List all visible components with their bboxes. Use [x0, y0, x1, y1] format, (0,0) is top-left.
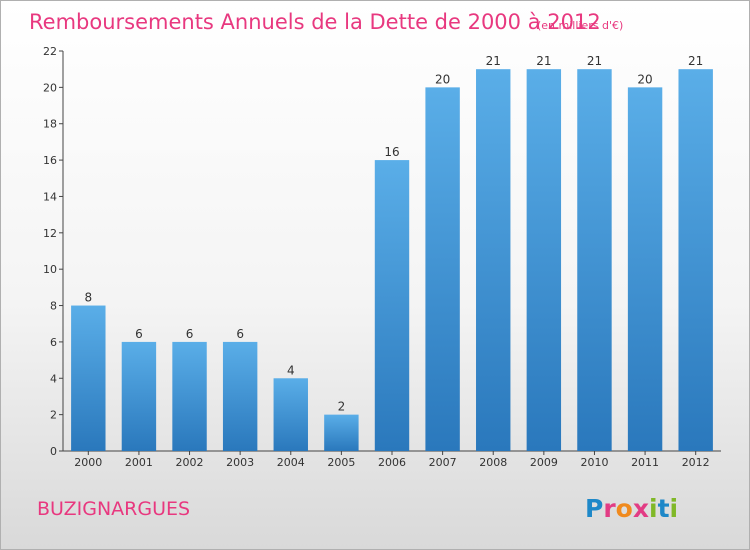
y-tick-label: 18 — [43, 118, 57, 131]
data-label-2002: 6 — [186, 327, 194, 341]
bar-2010 — [577, 69, 612, 451]
data-label-2006: 16 — [384, 145, 399, 159]
x-tick-label: 2001 — [125, 456, 153, 469]
chart-subtitle: (en milliers d'€) — [537, 19, 623, 32]
data-label-2009: 21 — [536, 54, 551, 68]
place-name: BUZIGNARGUES — [37, 498, 190, 520]
data-label-2008: 21 — [486, 54, 501, 68]
data-labels: 8 6 6 6 4 2 16 20 21 21 21 20 21 — [84, 54, 703, 413]
x-tick-label: 2007 — [429, 456, 457, 469]
bar-2005 — [324, 414, 359, 451]
logo-letter: o — [616, 494, 633, 523]
chart-title: Remboursements Annuels de la Dette de 20… — [29, 10, 601, 34]
y-tick-label: 12 — [43, 227, 57, 240]
y-axis: 0 2 4 6 8 10 12 14 16 18 20 22 — [43, 45, 64, 458]
bar-2009 — [526, 69, 562, 451]
y-tick-label: 2 — [50, 409, 57, 422]
bar-2008 — [476, 69, 511, 451]
x-axis: 2000 2001 2002 2003 2004 2005 2006 2007 2008 2009… — [63, 450, 721, 469]
y-tick-label: 14 — [43, 190, 57, 203]
bars — [71, 69, 713, 451]
data-label-2011: 20 — [637, 72, 652, 86]
data-label-2001: 6 — [135, 327, 143, 341]
y-tick-label: 22 — [43, 45, 57, 58]
x-tick-label: 2010 — [580, 456, 608, 469]
y-tick-label: 4 — [50, 372, 57, 385]
x-tick-label: 2003 — [226, 456, 254, 469]
y-tick-label: 0 — [50, 445, 57, 458]
data-label-2007: 20 — [435, 72, 450, 86]
bar-2003 — [222, 341, 258, 451]
logo-letter: r — [603, 494, 616, 523]
data-label-2004: 4 — [287, 363, 295, 377]
y-tick-label: 20 — [43, 81, 57, 94]
bar-2007 — [425, 87, 460, 451]
bar-2001 — [121, 341, 157, 451]
data-label-2003: 6 — [236, 327, 244, 341]
x-tick-label: 2004 — [277, 456, 305, 469]
x-tick-label: 2009 — [530, 456, 558, 469]
x-tick-label: 2012 — [682, 456, 710, 469]
data-label-2000: 8 — [84, 291, 92, 305]
y-tick-label: 6 — [50, 336, 57, 349]
logo-letter: x — [633, 494, 649, 523]
y-tick-label: 8 — [50, 300, 57, 313]
data-label-2005: 2 — [338, 400, 346, 414]
bar-2000 — [71, 305, 106, 451]
x-tick-label: 2000 — [74, 456, 102, 469]
logo-letter: i — [670, 494, 679, 523]
bar-2012 — [678, 69, 713, 451]
x-tick-label: 2006 — [378, 456, 406, 469]
data-label-2010: 21 — [587, 54, 602, 68]
logo-letter: P — [585, 494, 603, 523]
y-tick-label: 16 — [43, 154, 57, 167]
y-tick-label: 10 — [43, 263, 57, 276]
x-tick-label: 2011 — [631, 456, 659, 469]
bar-2011 — [627, 87, 663, 451]
proxiti-logo: Proxiti — [585, 494, 678, 523]
bar-2004 — [273, 378, 308, 451]
data-label-2012: 21 — [688, 54, 703, 68]
logo-letter: t — [658, 494, 670, 523]
logo-letter: i — [649, 494, 658, 523]
bar-2006 — [374, 160, 410, 451]
x-tick-label: 2008 — [479, 456, 507, 469]
x-tick-label: 2002 — [176, 456, 204, 469]
bar-2002 — [172, 341, 207, 451]
x-tick-label: 2005 — [327, 456, 355, 469]
